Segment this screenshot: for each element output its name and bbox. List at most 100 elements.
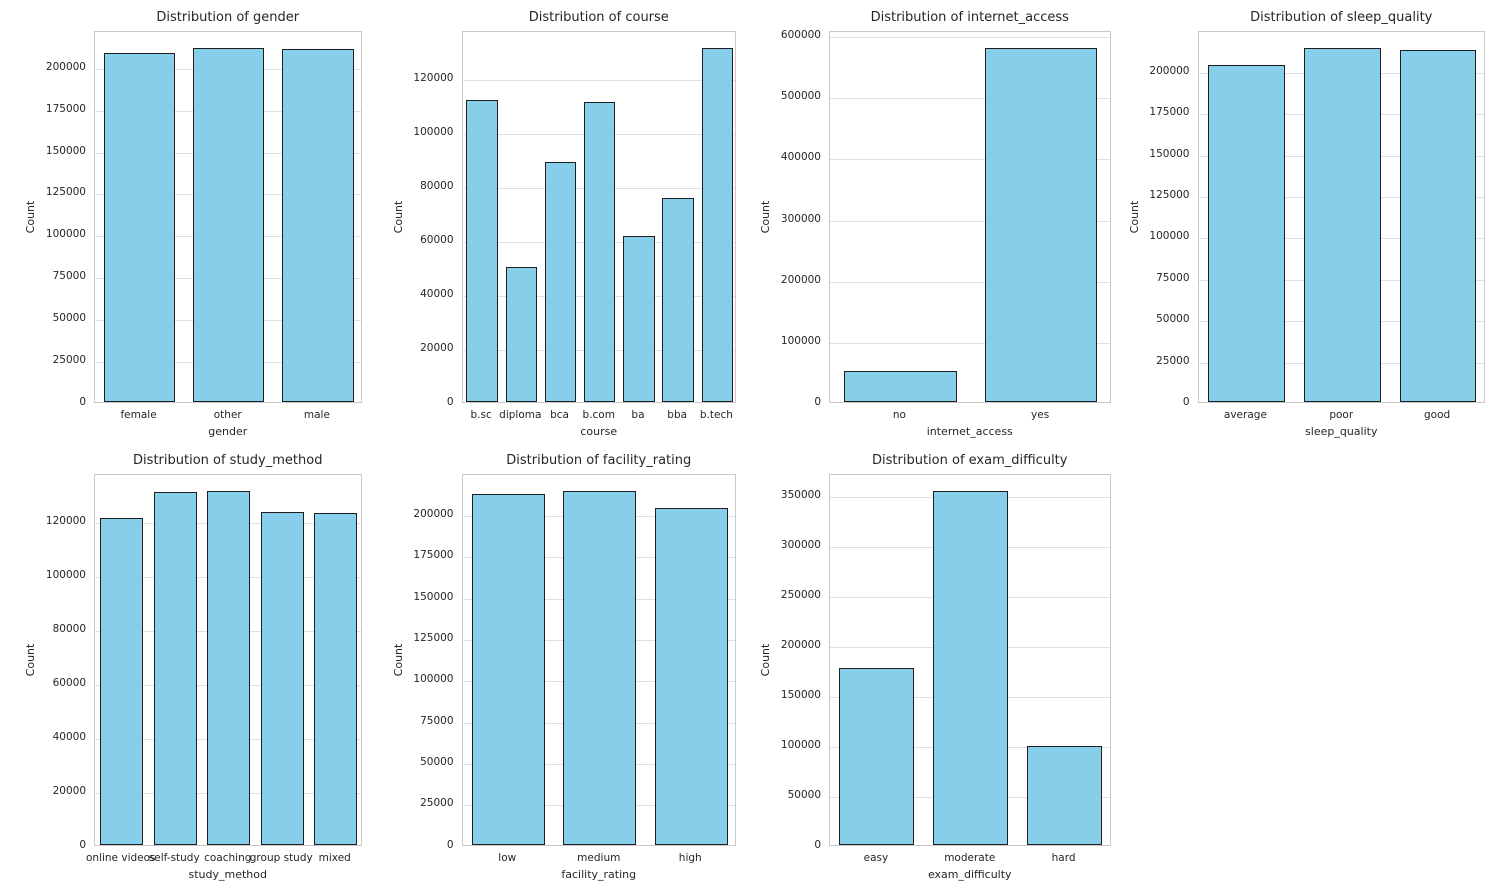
y-tick-label: 60000 — [420, 233, 454, 246]
chart-title: Distribution of course — [528, 10, 669, 25]
plot-area — [461, 473, 736, 846]
x-tick-label: yes — [1031, 409, 1050, 421]
y-tick-label: 0 — [79, 838, 86, 851]
plot-area — [829, 31, 1111, 403]
x-tick-label: other — [213, 409, 242, 421]
subplot-sleep-quality: Distribution of sleep_quality 0 25000 50000… — [1124, 0, 1498, 443]
y-tick-label: 100000 — [413, 125, 454, 138]
y-tick-label: 150000 — [780, 688, 821, 701]
y-tick-label: 300000 — [780, 538, 821, 551]
y-tick-label: 120000 — [413, 71, 454, 84]
y-tick-label: 100000 — [1149, 230, 1190, 243]
x-tick-label: bba — [667, 409, 688, 421]
bar — [1303, 48, 1381, 402]
bar — [282, 49, 354, 402]
y-tick-label: 150000 — [45, 144, 86, 157]
y-tick-label: 0 — [814, 838, 821, 851]
bar — [584, 102, 616, 402]
x-tick-label: high — [678, 851, 702, 864]
y-tick-label: 500000 — [780, 90, 821, 103]
x-tick-label: online videos — [85, 851, 156, 864]
x-tick-label: b.sc — [470, 409, 492, 421]
y-tick-label: 20000 — [52, 784, 86, 797]
y-tick-label: 25000 — [1156, 354, 1190, 367]
plot-area — [94, 473, 362, 846]
bar — [1208, 65, 1285, 402]
y-tick-label: 75000 — [52, 270, 86, 283]
y-tick-label: 400000 — [780, 151, 821, 164]
gridline — [830, 37, 1110, 39]
x-axis-label: course — [580, 425, 618, 438]
plot-area — [461, 31, 736, 403]
y-tick-label: 150000 — [1149, 147, 1190, 160]
x-tick-label: low — [498, 851, 517, 864]
y-tick-label: 75000 — [420, 714, 454, 727]
y-tick-label: 200000 — [780, 638, 821, 651]
y-tick-label: 200000 — [780, 273, 821, 286]
y-tick-label: 0 — [446, 838, 454, 851]
y-tick-label: 0 — [814, 396, 821, 408]
y-tick-label: 200000 — [1149, 64, 1190, 77]
x-tick-label: bca — [550, 409, 569, 421]
subplot-internet-access: Distribution of internet_access 0 100000 20… — [749, 0, 1124, 443]
x-tick-label: coaching — [204, 851, 252, 864]
x-tick-label: ba — [631, 409, 645, 421]
y-tick-label: 50000 — [52, 312, 86, 325]
bar — [839, 667, 915, 845]
y-tick-label: 80000 — [52, 622, 86, 635]
y-axis-label: Count — [391, 200, 405, 234]
bar — [153, 491, 197, 845]
y-tick-label: 25000 — [52, 354, 86, 367]
chart-title: Distribution of sleep_quality — [1250, 10, 1433, 25]
bar — [623, 236, 655, 402]
x-tick-label: average — [1223, 409, 1267, 421]
y-tick-label: 175000 — [45, 102, 86, 115]
x-tick-label: mixed — [318, 851, 351, 864]
subplot-study-method: Distribution of study_method 0 20000 40000 6… — [0, 443, 375, 885]
y-tick-label: 0 — [1182, 396, 1190, 408]
x-tick-label: diploma — [499, 409, 542, 421]
x-tick-label: self-study — [148, 851, 200, 864]
chart-title: Distribution of study_method — [133, 452, 323, 468]
bar — [563, 490, 637, 845]
bar — [662, 198, 694, 402]
subplot-gender: Distribution of gender 0 25000 50000 75000 10… — [0, 0, 375, 443]
gridline — [830, 98, 1110, 100]
x-axis-label: internet_access — [926, 425, 1013, 438]
y-tick-label: 50000 — [1156, 313, 1190, 326]
x-tick-label: easy — [863, 851, 889, 864]
y-axis-label: Count — [391, 643, 405, 676]
x-tick-label: b.com — [582, 409, 615, 421]
bar — [260, 511, 304, 845]
y-tick-label: 25000 — [420, 797, 454, 810]
gridline — [830, 220, 1110, 222]
bar — [933, 490, 1009, 845]
y-tick-label: 300000 — [780, 212, 821, 225]
y-tick-label: 125000 — [1149, 189, 1190, 202]
y-tick-label: 40000 — [52, 730, 86, 743]
bar — [505, 267, 537, 402]
y-tick-label: 20000 — [420, 341, 454, 354]
x-tick-label: moderate — [944, 851, 996, 864]
y-tick-label: 600000 — [780, 29, 821, 42]
bar — [984, 48, 1098, 402]
y-tick-label: 80000 — [420, 179, 454, 192]
y-tick-label: 150000 — [413, 590, 454, 603]
y-tick-label: 175000 — [413, 549, 454, 562]
y-tick-label: 100000 — [45, 228, 86, 241]
y-tick-label: 0 — [446, 396, 454, 408]
x-tick-label: poor — [1329, 409, 1354, 421]
x-axis-label: facility_rating — [561, 867, 637, 881]
x-tick-label: no — [892, 409, 906, 421]
y-axis-label: Count — [24, 643, 37, 676]
gridline — [830, 342, 1110, 344]
y-tick-label: 100000 — [780, 738, 821, 751]
bar — [844, 371, 957, 402]
plot-area — [94, 31, 362, 403]
y-axis-label: Count — [24, 200, 37, 234]
y-tick-label: 75000 — [1156, 271, 1190, 284]
bar — [471, 493, 545, 845]
bar — [314, 512, 358, 845]
bar — [207, 490, 251, 845]
